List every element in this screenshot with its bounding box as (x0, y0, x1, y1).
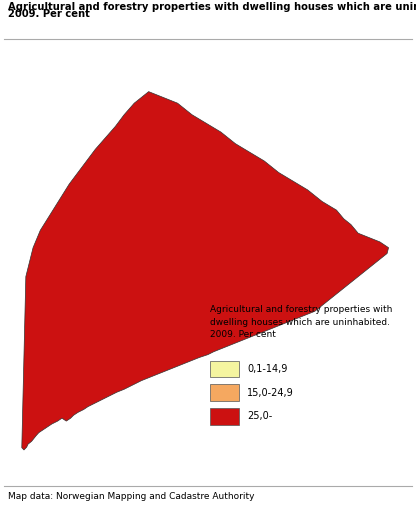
Text: Agricultural and forestry properties with
dwelling houses which are uninhabited.: Agricultural and forestry properties wit… (210, 305, 392, 339)
FancyBboxPatch shape (210, 408, 239, 425)
Polygon shape (22, 91, 389, 450)
FancyBboxPatch shape (210, 384, 239, 401)
Text: 15,0-24,9: 15,0-24,9 (247, 388, 294, 398)
Text: Map data: Norwegian Mapping and Cadastre Authority: Map data: Norwegian Mapping and Cadastre… (8, 492, 255, 502)
Text: 2009. Per cent: 2009. Per cent (8, 9, 90, 19)
Text: Agricultural and forestry properties with dwelling houses which are uninhabited.: Agricultural and forestry properties wit… (8, 2, 416, 11)
Text: 25,0-: 25,0- (247, 412, 272, 421)
Text: 0,1-14,9: 0,1-14,9 (247, 364, 287, 374)
FancyBboxPatch shape (210, 360, 239, 377)
